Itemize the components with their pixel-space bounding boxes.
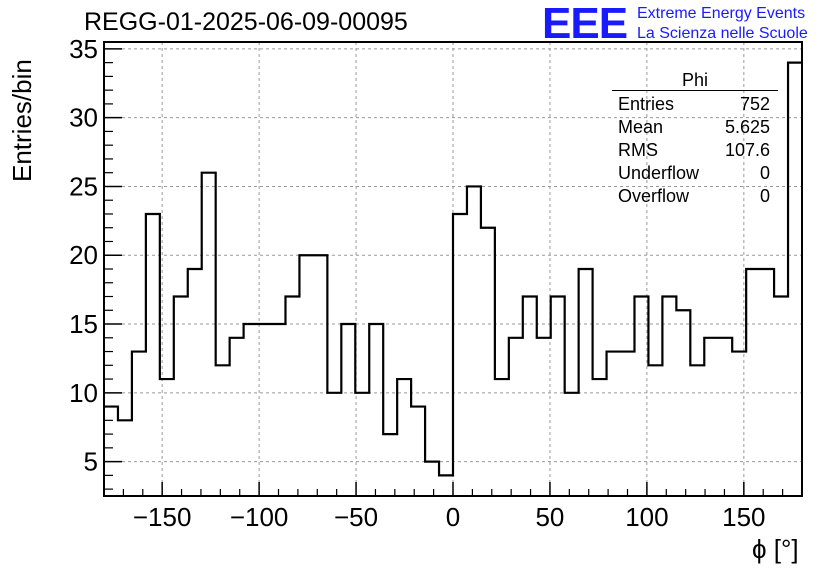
y-tick-label: 5 (84, 447, 98, 477)
x-tick-label: −50 (334, 502, 378, 532)
x-axis-label: ϕ [°] (752, 534, 799, 564)
y-tick-label: 20 (69, 240, 98, 270)
stats-value: 107.6 (724, 140, 770, 160)
tick-labels: −150 −100 −50 0 50 100 150 5 10 15 20 25 30 35 (69, 34, 765, 532)
stats-row-rms: RMS 107.6 (612, 139, 778, 162)
histogram-series-line (104, 61, 802, 477)
y-tick-label: 10 (69, 378, 98, 408)
logo-line-1: Extreme Energy Events (637, 5, 806, 22)
stats-row-mean: Mean 5.625 (612, 116, 778, 139)
y-tick-label: 15 (69, 309, 98, 339)
stats-title: Phi (612, 70, 778, 91)
stats-label: Mean (618, 117, 664, 137)
y-tick-label: 25 (69, 171, 98, 201)
stats-row-entries: Entries 752 (612, 93, 778, 116)
stats-value: 0 (759, 186, 770, 206)
y-tick-label: 30 (69, 103, 98, 133)
stats-value: 5.625 (724, 117, 770, 137)
eee-logo: EEE (542, 0, 628, 48)
y-tick-label: 35 (69, 34, 98, 64)
stats-row-underflow: Underflow 0 (612, 162, 778, 185)
x-tick-label: 50 (535, 502, 564, 532)
x-tick-label: 0 (446, 502, 460, 532)
stats-label: Underflow (618, 163, 700, 183)
x-tick-label: 100 (625, 502, 668, 532)
stats-label: RMS (618, 140, 658, 160)
stats-value: 752 (739, 94, 770, 114)
chart-title: REGG-01-2025-06-09-00095 (84, 8, 408, 36)
logo-line-2: La Scienza nelle Scuole (637, 25, 808, 42)
stats-row-overflow: Overflow 0 (612, 185, 778, 208)
axis-ticks (104, 48, 784, 496)
x-tick-label: −100 (230, 502, 289, 532)
x-tick-label: 150 (722, 502, 765, 532)
stats-value: 0 (759, 163, 770, 183)
stats-box: Phi Entries 752 Mean 5.625 RMS 107.6 Und… (612, 70, 778, 208)
y-axis-label: Entries/bin (7, 59, 37, 182)
x-tick-label: −150 (133, 502, 192, 532)
stats-label: Overflow (618, 186, 690, 206)
stats-label: Entries (618, 94, 675, 114)
